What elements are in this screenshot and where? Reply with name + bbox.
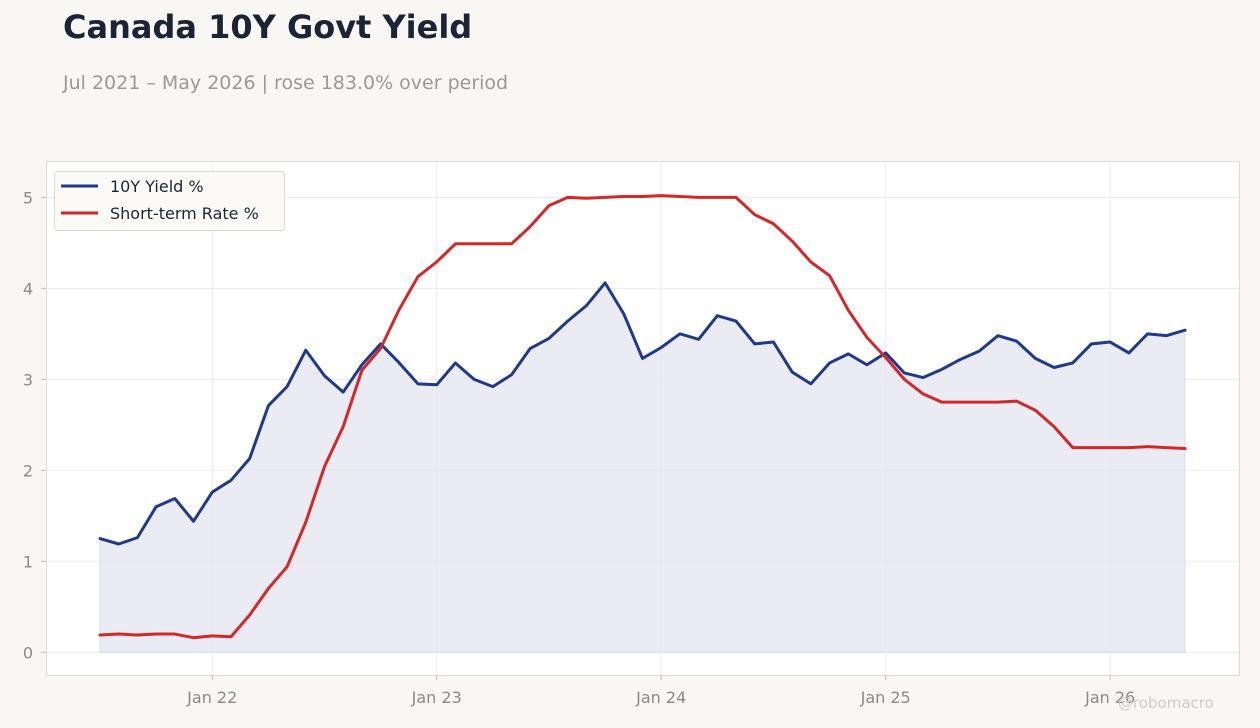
- series-line-rate: [98, 194, 1187, 640]
- chart-title: Canada 10Y Govt Yield: [63, 8, 473, 46]
- legend: 10Y Yield % Short-term Rate %: [54, 171, 285, 231]
- legend-label-rate: Short-term Rate %: [110, 204, 259, 223]
- legend-box: [54, 171, 285, 231]
- y-tick-label: 0: [23, 643, 33, 662]
- y-axis-ticks: 0 1 2 3 4 5: [23, 188, 46, 662]
- x-tick-label: Jan 26: [1084, 688, 1135, 707]
- x-tick-label: Jan 22: [186, 688, 237, 707]
- x-axis-ticks: Jan 22 Jan 23 Jan 24 Jan 25 Jan 26: [186, 675, 1135, 707]
- y-tick-label: 3: [23, 370, 33, 389]
- legend-label-yield: 10Y Yield %: [110, 177, 204, 196]
- chart-subtitle: Jul 2021 – May 2026 | rose 183.0% over p…: [63, 72, 509, 94]
- series-line-yield: [98, 281, 1187, 546]
- series-group: [98, 194, 1187, 653]
- watermark: @robomacro: [1118, 694, 1214, 712]
- y-tick-label: 1: [23, 552, 33, 571]
- y-tick-label: 5: [23, 188, 33, 207]
- x-tick-label: Jan 23: [411, 688, 462, 707]
- x-tick-label: Jan 24: [635, 688, 686, 707]
- y-tick-label: 2: [23, 461, 33, 480]
- y-tick-label: 4: [23, 279, 33, 298]
- x-tick-label: Jan 25: [860, 688, 911, 707]
